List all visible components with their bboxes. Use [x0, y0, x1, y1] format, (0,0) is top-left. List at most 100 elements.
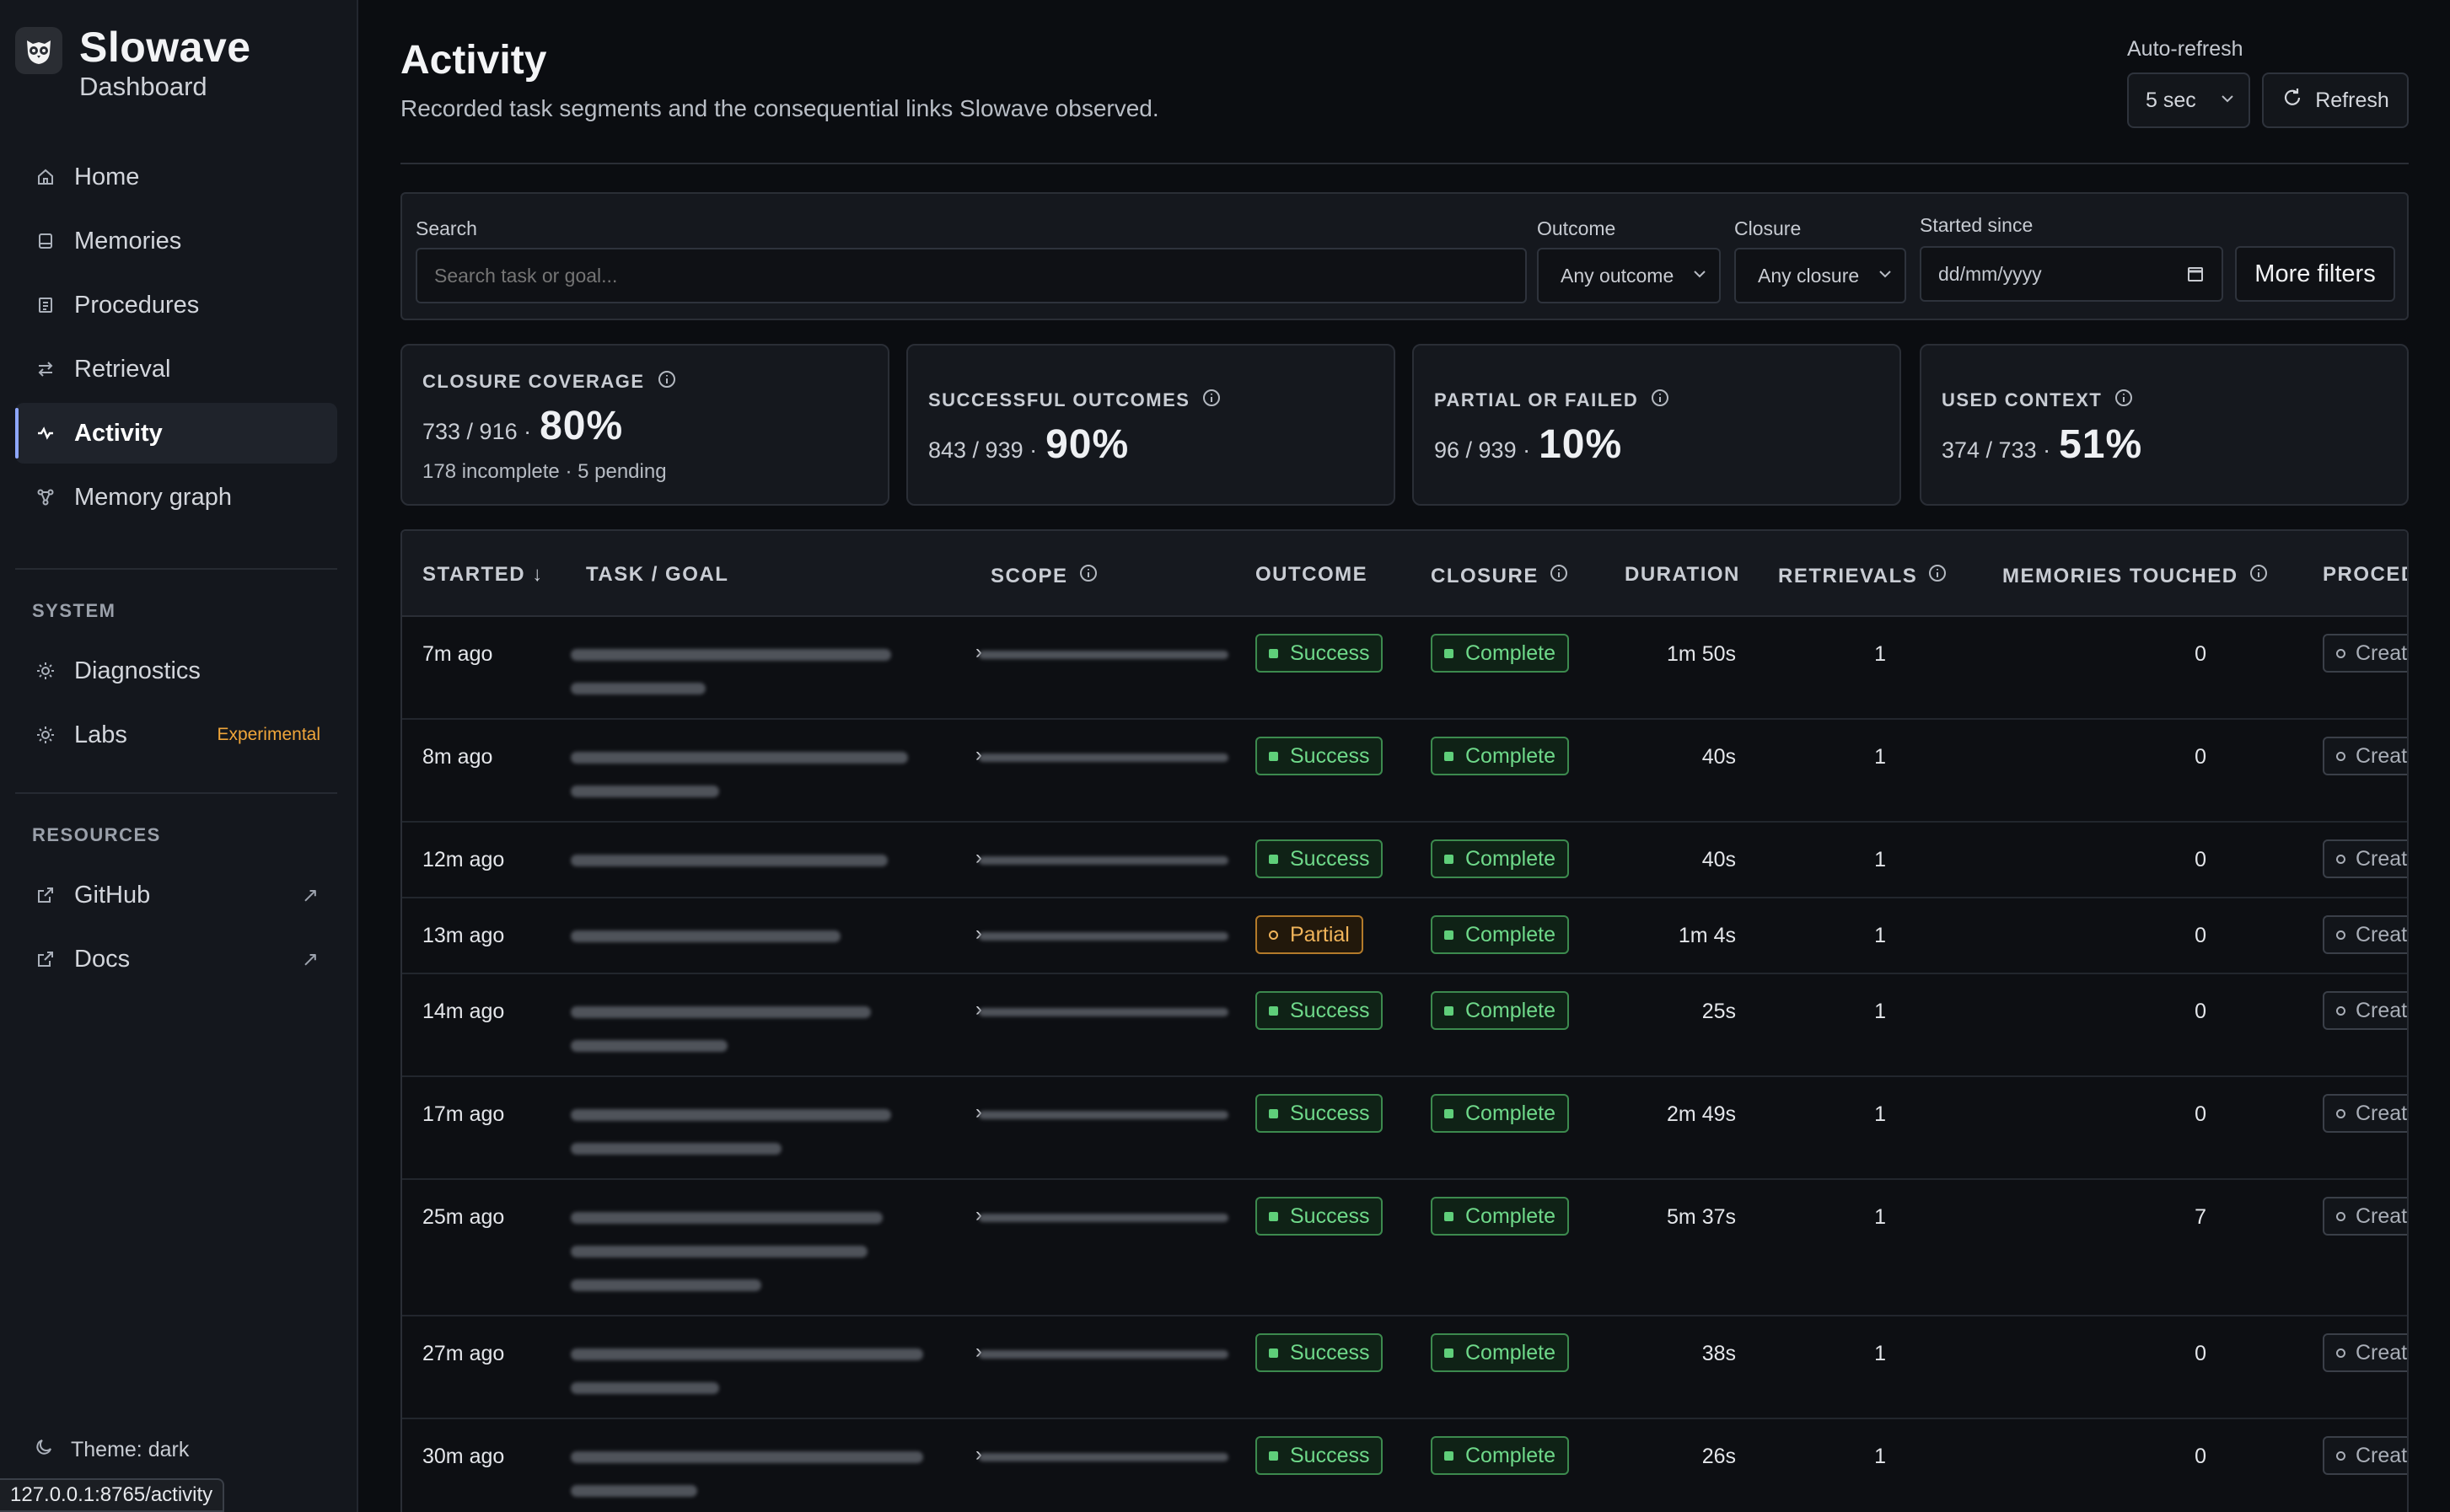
cell-retrievals: 1	[1874, 1102, 1886, 1126]
create-procedure-button[interactable]: Creat	[2323, 737, 2408, 775]
info-icon[interactable]	[1201, 388, 1222, 413]
column-header-task[interactable]: TASK / GOAL	[586, 563, 729, 586]
create-procedure-button[interactable]: Creat	[2323, 1333, 2407, 1372]
refresh-button[interactable]: Refresh	[2262, 72, 2409, 128]
redacted-task-text	[571, 752, 908, 764]
info-icon[interactable]	[2249, 563, 2269, 589]
redacted-scope-text	[979, 651, 1228, 659]
info-icon[interactable]	[657, 369, 677, 394]
sidebar-item-home[interactable]: Home	[15, 147, 337, 207]
url-tooltip: 127.0.0.1:8765/activity	[0, 1478, 225, 1512]
cell-retrievals: 1	[1874, 848, 1886, 871]
success-dot-icon	[1444, 930, 1453, 940]
sidebar-item-memories[interactable]: Memories	[15, 211, 337, 271]
create-procedure-button[interactable]: Creat	[2323, 991, 2407, 1030]
create-procedure-button[interactable]: Creat	[2323, 1094, 2407, 1133]
cell-started: 7m ago	[422, 642, 493, 666]
column-header-procedures[interactable]: PROCED	[2323, 563, 2409, 586]
sidebar-item-memory-graph[interactable]: Memory graph	[15, 467, 337, 528]
create-procedure-button[interactable]: Creat	[2323, 1197, 2408, 1236]
closure-label: Complete	[1465, 922, 1555, 946]
more-filters-button[interactable]: More filters	[2235, 246, 2395, 302]
success-dot-icon	[1444, 1348, 1453, 1358]
cell-duration: 25s	[1701, 1000, 1736, 1023]
stat-label: SUCCESSFUL OUTCOMES	[928, 388, 1222, 413]
info-icon[interactable]	[2114, 388, 2134, 413]
cell-retrievals: 1	[1874, 745, 1886, 769]
success-dot-icon	[1444, 1450, 1453, 1461]
sidebar-item-label: Docs	[74, 945, 131, 973]
theme-toggle[interactable]: Theme: dark	[34, 1437, 189, 1463]
stat-percent: 10%	[1539, 422, 1623, 467]
column-header-memories-touched[interactable]: MEMORIES TOUCHED	[2002, 563, 2269, 589]
outcome-label: Success	[1290, 1340, 1370, 1365]
sidebar-item-label: Diagnostics	[74, 657, 201, 684]
redacted-task-text	[571, 683, 706, 694]
create-label: Creat	[2356, 1204, 2408, 1228]
brand[interactable]: Slowave Dashboard	[15, 24, 251, 103]
moon-icon	[34, 1437, 54, 1463]
outcome-label: Success	[1290, 1443, 1370, 1467]
create-procedure-button[interactable]: Creat	[2323, 915, 2407, 954]
create-procedure-button[interactable]: Creat	[2323, 634, 2407, 673]
redacted-task-text	[571, 1040, 728, 1052]
stat-note: 178 incomplete · 5 pending	[422, 460, 667, 483]
create-label: Creat	[2356, 1443, 2408, 1467]
create-procedure-button[interactable]: Creat	[2323, 1436, 2408, 1475]
info-icon[interactable]	[1650, 388, 1670, 413]
section-heading-resources: RESOURCES	[32, 824, 161, 845]
create-procedure-button[interactable]: Creat	[2323, 839, 2407, 878]
outcome-value: Any outcome	[1561, 264, 1674, 287]
column-header-duration[interactable]: DURATION	[1625, 563, 1740, 586]
closure-badge: Complete	[1431, 991, 1569, 1030]
cell-retrievals: 1	[1874, 1205, 1886, 1229]
info-icon[interactable]	[1549, 563, 1569, 589]
memory-icon	[34, 229, 57, 253]
redacted-scope-text	[979, 856, 1228, 865]
stat-card-partial-or-failed: PARTIAL OR FAILED 96 / 939 · 10%	[1412, 344, 1901, 506]
refresh-icon	[2281, 87, 2303, 115]
column-header-label: RETRIEVALS	[1778, 564, 1918, 587]
stat-fraction: 843 / 939 ·	[928, 437, 1038, 463]
sun-icon	[34, 723, 57, 747]
column-header-retrievals[interactable]: RETRIEVALS	[1778, 563, 1948, 589]
sidebar-item-label: Procedures	[74, 291, 200, 319]
column-header-outcome[interactable]: OUTCOME	[1255, 563, 1368, 586]
sidebar-item-retrieval[interactable]: Retrieval	[15, 339, 337, 399]
sidebar-item-procedures[interactable]: Procedures	[15, 275, 337, 335]
redacted-task-text	[571, 785, 719, 797]
closure-label: Complete	[1465, 1101, 1555, 1125]
create-label: Creat	[2356, 743, 2408, 768]
column-header-started[interactable]: STARTED ↓	[422, 563, 544, 586]
sidebar-item-activity[interactable]: Activity	[15, 403, 337, 464]
filter-bar: Search Outcome Any outcome Closure Any c…	[400, 192, 2409, 320]
stat-card-closure-coverage: CLOSURE COVERAGE 733 / 916 · 80% 178 inc…	[400, 344, 889, 506]
arrow-up-right-icon: ↗	[301, 947, 319, 971]
outcome-select[interactable]: Any outcome	[1537, 248, 1721, 303]
auto-refresh-select[interactable]: 5 sec	[2127, 72, 2250, 128]
sidebar-item-diagnostics[interactable]: Diagnostics	[15, 641, 337, 701]
column-header-closure[interactable]: CLOSURE	[1431, 563, 1569, 589]
cell-duration: 2m 49s	[1667, 1102, 1736, 1126]
info-icon[interactable]	[1927, 563, 1948, 589]
sidebar-item-docs[interactable]: Docs ↗	[15, 929, 337, 989]
info-icon[interactable]	[1078, 563, 1099, 589]
started-since-input[interactable]: dd/mm/yyyy	[1920, 246, 2223, 302]
search-input[interactable]	[416, 248, 1527, 303]
success-dot-icon	[1269, 1005, 1278, 1016]
sidebar-item-github[interactable]: GitHub ↗	[15, 865, 337, 925]
column-header-scope[interactable]: SCOPE	[991, 563, 1099, 589]
sidebar-item-labs[interactable]: Labs Experimental	[15, 705, 337, 765]
page-subtitle: Recorded task segments and the consequen…	[400, 95, 1159, 121]
closure-select[interactable]: Any closure	[1734, 248, 1906, 303]
outcome-badge: Success	[1255, 839, 1383, 878]
